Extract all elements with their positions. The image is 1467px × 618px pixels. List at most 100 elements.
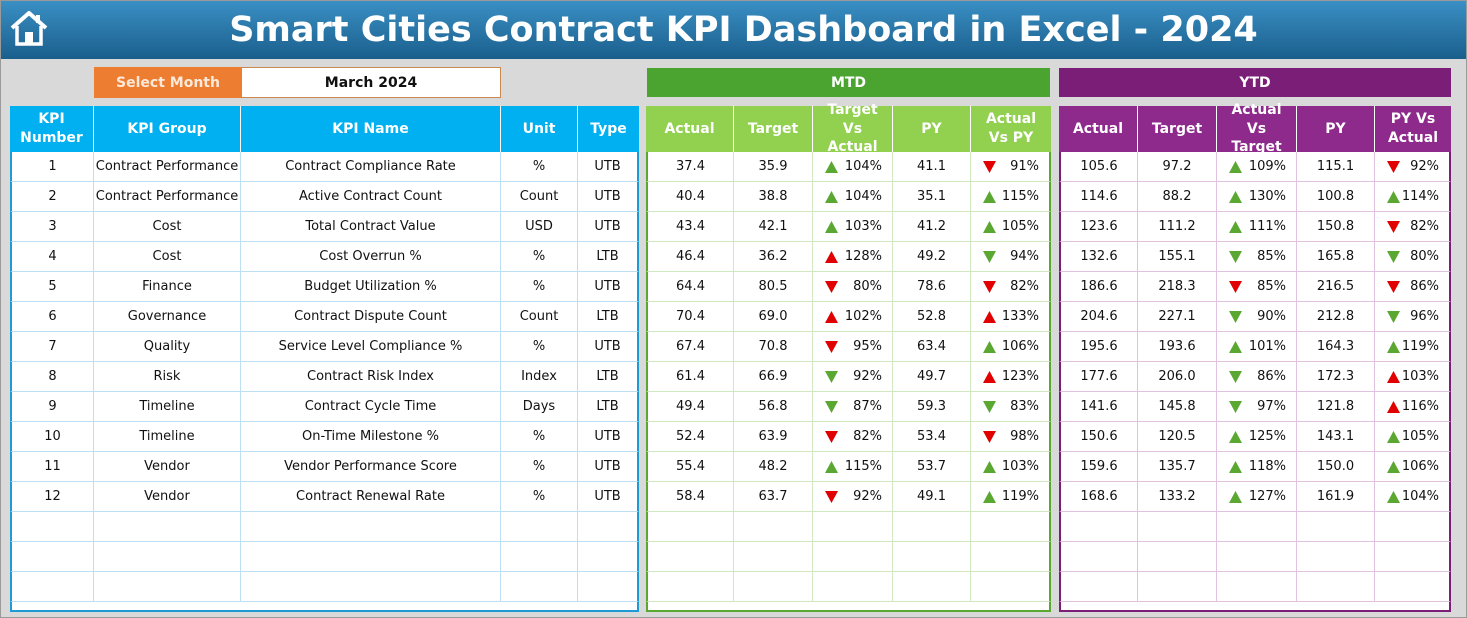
- cell-text: 133%: [1001, 308, 1039, 324]
- empty-cell: [10, 572, 94, 602]
- cell-text: USD: [525, 218, 553, 234]
- empty-cell: [893, 512, 971, 542]
- empty-cell: [1138, 572, 1217, 602]
- cell-text: 143.1: [1316, 428, 1355, 444]
- arrow-up: [1387, 190, 1400, 203]
- cell-text: 150.8: [1316, 218, 1355, 234]
- cell-text: 70.4: [676, 308, 705, 324]
- empty-cell: [1217, 542, 1297, 572]
- table-cell: %: [501, 242, 578, 272]
- empty-cell: [1375, 572, 1451, 602]
- table-cell: UTB: [578, 452, 639, 482]
- cell-text: Contract Renewal Rate: [296, 488, 445, 504]
- cell-text: 132.6: [1080, 248, 1118, 264]
- cell-text: 104%: [1401, 488, 1439, 504]
- table-cell: 218.3: [1138, 272, 1217, 302]
- cell-text: 63.9: [758, 428, 788, 444]
- cell-text: Quality: [143, 338, 191, 354]
- arrow-down: [983, 160, 996, 173]
- arrow-down: [983, 250, 996, 263]
- table-cell: %: [501, 482, 578, 512]
- cell-text: 7: [48, 338, 57, 354]
- empty-cell: [10, 542, 94, 572]
- cell-text: Timeline: [139, 398, 195, 414]
- table-cell: 118%: [1217, 452, 1297, 482]
- arrow-down: [1229, 400, 1242, 413]
- table-cell: Quality: [94, 332, 241, 362]
- table-cell: Finance: [94, 272, 241, 302]
- empty-cell: [813, 512, 893, 542]
- table-cell: 87%: [813, 392, 893, 422]
- cell-text: 111.2: [1158, 218, 1196, 234]
- cell-text: 41.2: [917, 218, 946, 234]
- cell-text: 6: [48, 308, 57, 324]
- cell-text: UTB: [594, 278, 621, 294]
- cell-text: Contract Cycle Time: [304, 398, 437, 414]
- table-cell: 49.7: [893, 362, 971, 392]
- cell-text: 9: [48, 398, 57, 414]
- table-cell: 85%: [1217, 242, 1297, 272]
- column-header: PY: [893, 106, 971, 152]
- cell-text: %: [532, 338, 546, 354]
- empty-cell: [893, 542, 971, 572]
- column-header: Unit: [501, 106, 578, 152]
- table-cell: Risk: [94, 362, 241, 392]
- empty-cell: [578, 512, 639, 542]
- table-cell: 204.6: [1059, 302, 1138, 332]
- cell-text: Contract Performance: [95, 158, 239, 174]
- arrow-up: [825, 460, 838, 473]
- empty-cell: [646, 542, 734, 572]
- table-cell: 12: [10, 482, 94, 512]
- cell-text: 121.8: [1316, 398, 1355, 414]
- table-cell: 56.8: [734, 392, 813, 422]
- arrow-down: [1387, 220, 1400, 233]
- column-header: Target: [734, 106, 813, 152]
- table-cell: 105.6: [1059, 152, 1138, 182]
- empty-cell: [1059, 542, 1138, 572]
- cell-text: 105.6: [1080, 158, 1118, 174]
- column-header: Actual Vs PY: [971, 106, 1051, 152]
- cell-text: 4: [48, 248, 57, 264]
- table-cell: Vendor Performance Score: [241, 452, 501, 482]
- cell-text: Total Contract Value: [305, 218, 436, 234]
- table-cell: 78.6: [893, 272, 971, 302]
- table-cell: 58.4: [646, 482, 734, 512]
- arrow-up: [1229, 460, 1242, 473]
- cell-text: 165.8: [1316, 248, 1355, 264]
- cell-text: 67.4: [676, 338, 705, 354]
- cell-text: 46.4: [676, 248, 705, 264]
- table-cell: 103%: [971, 452, 1051, 482]
- table-cell: %: [501, 152, 578, 182]
- cell-text: 85%: [1257, 248, 1286, 264]
- arrow-down: [1387, 310, 1400, 323]
- table-cell: 41.1: [893, 152, 971, 182]
- empty-cell: [94, 542, 241, 572]
- arrow-down: [825, 400, 838, 413]
- cell-text: Service Level Compliance %: [278, 338, 463, 354]
- cell-text: 216.5: [1316, 278, 1355, 294]
- table-cell: Contract Risk Index: [241, 362, 501, 392]
- month-value[interactable]: March 2024: [241, 67, 501, 98]
- table-cell: 53.4: [893, 422, 971, 452]
- table-cell: 104%: [1375, 482, 1451, 512]
- empty-cell: [1297, 512, 1375, 542]
- cell-text: 36.2: [758, 248, 788, 264]
- table-cell: Cost: [94, 242, 241, 272]
- cell-text: 114%: [1401, 188, 1439, 204]
- cell-text: 58.4: [676, 488, 705, 504]
- cell-text: 80.5: [758, 278, 788, 294]
- table-cell: UTB: [578, 422, 639, 452]
- cell-text: LTB: [596, 398, 619, 414]
- table-cell: 130%: [1217, 182, 1297, 212]
- table-cell: Total Contract Value: [241, 212, 501, 242]
- cell-text: 63.7: [758, 488, 788, 504]
- cell-text: 105%: [1001, 218, 1039, 234]
- cell-text: 11: [44, 458, 61, 474]
- arrow-down: [1387, 280, 1400, 293]
- table-cell: Active Contract Count: [241, 182, 501, 212]
- arrow-up: [983, 370, 996, 383]
- home-icon[interactable]: [9, 9, 49, 47]
- table-cell: 80%: [813, 272, 893, 302]
- cell-text: 55.4: [676, 458, 705, 474]
